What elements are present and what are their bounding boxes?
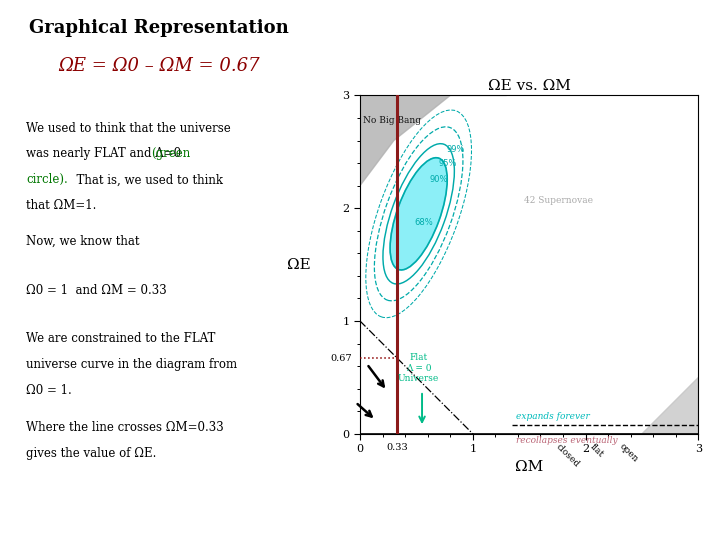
Text: 0.33: 0.33 bbox=[387, 443, 408, 452]
Title: ΩE vs. ΩM: ΩE vs. ΩM bbox=[487, 79, 571, 93]
Text: No Big Bang: No Big Bang bbox=[364, 116, 421, 125]
Text: 90%: 90% bbox=[430, 176, 449, 184]
Text: Graphical Representation: Graphical Representation bbox=[30, 19, 289, 37]
Text: Ω0 = 1.: Ω0 = 1. bbox=[26, 384, 72, 397]
Text: Flat
Λ = 0
Universe: Flat Λ = 0 Universe bbox=[398, 353, 439, 383]
Ellipse shape bbox=[390, 158, 447, 270]
Text: That is, we used to think: That is, we used to think bbox=[69, 173, 223, 186]
Polygon shape bbox=[360, 96, 507, 186]
Text: 42 Supernovae: 42 Supernovae bbox=[523, 195, 593, 205]
Text: flat: flat bbox=[588, 442, 605, 459]
Text: (green: (green bbox=[151, 147, 191, 160]
Text: We used to think that the universe: We used to think that the universe bbox=[26, 122, 231, 134]
Text: Where the line crosses ΩM=0.33: Where the line crosses ΩM=0.33 bbox=[26, 421, 224, 434]
Text: gives the value of ΩE.: gives the value of ΩE. bbox=[26, 447, 156, 460]
Text: universe curve in the diagram from: universe curve in the diagram from bbox=[26, 358, 238, 371]
Text: ΩE: ΩE bbox=[287, 258, 311, 272]
Text: closed: closed bbox=[554, 442, 581, 469]
Text: circle).: circle). bbox=[26, 173, 68, 186]
Text: We are constrained to the FLAT: We are constrained to the FLAT bbox=[26, 332, 215, 345]
Text: Now, we know that: Now, we know that bbox=[26, 235, 140, 248]
Polygon shape bbox=[585, 377, 698, 434]
Text: open: open bbox=[617, 442, 639, 464]
Text: ΩE = Ω0 – ΩM = 0.67: ΩE = Ω0 – ΩM = 0.67 bbox=[58, 57, 260, 75]
Text: that ΩM=1.: that ΩM=1. bbox=[26, 199, 96, 212]
Text: 0.67: 0.67 bbox=[330, 354, 352, 363]
Text: 99%: 99% bbox=[447, 145, 465, 154]
Text: 95%: 95% bbox=[439, 159, 457, 168]
Text: 68%: 68% bbox=[414, 218, 433, 227]
Text: Ω0 = 1  and ΩM = 0.33: Ω0 = 1 and ΩM = 0.33 bbox=[26, 284, 167, 296]
Text: expands forever: expands forever bbox=[516, 412, 590, 421]
X-axis label: ΩM: ΩM bbox=[515, 460, 544, 474]
Text: was nearly FLAT and Λ=0: was nearly FLAT and Λ=0 bbox=[26, 147, 185, 160]
Text: recollapses eventually: recollapses eventually bbox=[516, 436, 617, 445]
